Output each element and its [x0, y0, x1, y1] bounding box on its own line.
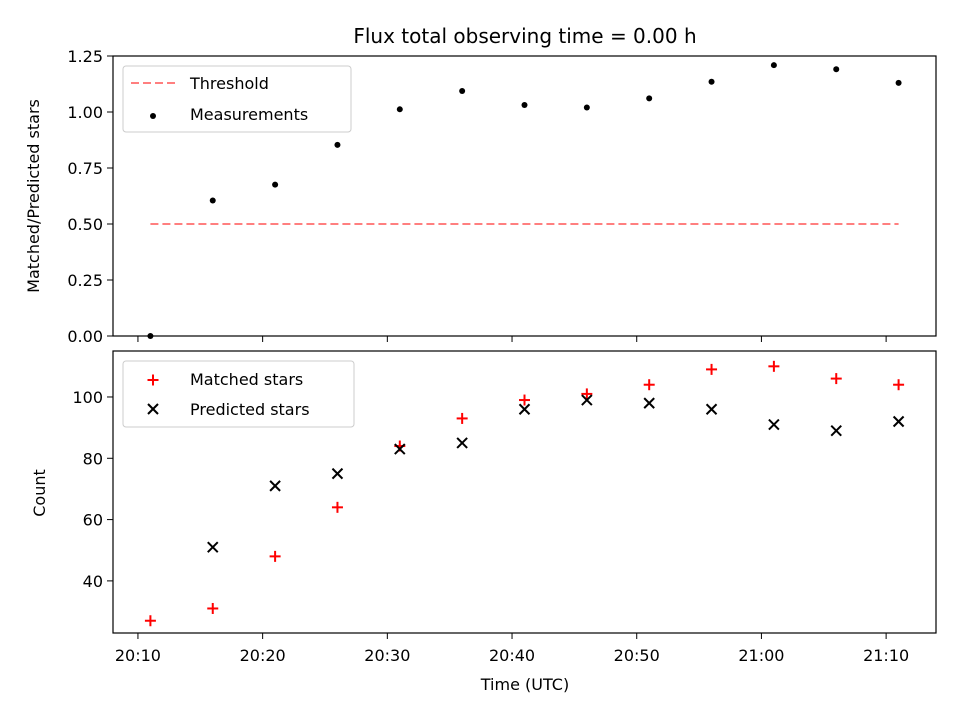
bottom-y-axis-label: Count [30, 469, 49, 517]
top-plot-area: 0.00 0.25 0.50 0.75 1.00 1.25 Matched/Predict… [24, 47, 937, 346]
predicted-star-point [643, 397, 655, 409]
x-tick-label: 21:00 [738, 646, 784, 665]
top-y-axis-label: Matched/Predicted stars [24, 99, 43, 293]
bottom-y-tick-label: 80 [83, 449, 103, 468]
predicted-star-point [331, 467, 344, 480]
x-tick-label: 20:40 [489, 646, 535, 665]
top-legend: Threshold Measurements [122, 65, 352, 133]
matched-star-point [269, 550, 281, 562]
measurement-point [521, 102, 528, 109]
matched-star-point [706, 363, 718, 375]
predicted-star-point [518, 403, 531, 415]
x-tick-label: 21:10 [863, 646, 909, 665]
measurement-point [583, 104, 590, 111]
x-tick-label: 20:10 [115, 646, 161, 665]
x-tick-label: 20:50 [614, 646, 660, 665]
predicted-star-point [581, 394, 593, 406]
top-y-tick-label: 0.25 [67, 271, 103, 290]
predicted-star-point [705, 403, 718, 415]
legend-predicted-swatch [147, 403, 159, 415]
matched-star-point [144, 615, 156, 627]
top-y-tick-label: 1.00 [67, 103, 103, 122]
legend-matched-marker [147, 374, 159, 386]
bottom-legend: Matched stars Predicted stars [122, 360, 355, 428]
legend-predicted-label: Predicted stars [190, 400, 310, 419]
top-legend-box [122, 65, 352, 133]
matched-star-point [331, 501, 343, 513]
x-axis-label: Time (UTC) [480, 675, 569, 694]
measurement-point [272, 181, 279, 188]
bottom-y-tick-label: 40 [83, 572, 103, 591]
measurement-point [646, 95, 653, 102]
measurement-point [209, 197, 216, 204]
chart-title: Flux total observing time = 0.00 h [353, 24, 696, 48]
predicted-star-point [830, 424, 842, 437]
matched-star-point [830, 373, 842, 385]
predicted-star-point [768, 418, 780, 431]
predicted-star-point [394, 443, 406, 455]
matched-star-point [456, 412, 468, 424]
bottom-plot-area: 40 60 80 100 20:10 20:20 20:30 20:40 20:50 21:00… [30, 350, 937, 694]
legend-measurements-swatch [150, 113, 156, 119]
bottom-y-tick-label: 100 [72, 388, 103, 407]
matched-stars-series [144, 360, 905, 627]
measurement-point [147, 333, 154, 339]
bottom-legend-box [122, 360, 355, 428]
top-plot-frame [112, 55, 937, 337]
legend-predicted-marker [147, 403, 159, 415]
legend-matched-label: Matched stars [190, 370, 303, 389]
predicted-star-point [892, 415, 905, 428]
predicted-star-point [207, 541, 219, 553]
top-y-tick-label: 0.75 [67, 159, 103, 178]
legend-measurements-label: Measurements [190, 105, 308, 124]
predicted-star-point [269, 480, 281, 492]
x-tick-label: 20:30 [364, 646, 410, 665]
matched-star-point [207, 602, 219, 614]
matched-star-point [581, 388, 593, 400]
predicted-stars-series [207, 394, 905, 553]
measurement-point [708, 78, 715, 85]
legend-matched-swatch [147, 374, 159, 386]
measurement-point [334, 141, 341, 148]
measurement-point [895, 79, 902, 86]
matched-star-point [768, 360, 780, 372]
predicted-star-point [456, 437, 468, 449]
top-y-tick-label: 1.25 [67, 47, 103, 66]
matched-star-point [519, 394, 530, 406]
measurement-point [833, 66, 840, 73]
matched-star-point [643, 379, 655, 391]
measurement-point [396, 106, 403, 113]
measurement-series [147, 62, 902, 339]
measurement-point [770, 62, 777, 69]
bottom-y-tick-label: 60 [83, 511, 103, 530]
x-tick-label: 20:20 [240, 646, 286, 665]
bottom-plot-frame [112, 350, 937, 634]
measurement-point [459, 87, 466, 94]
legend-threshold-label: Threshold [189, 74, 269, 93]
top-y-tick-label: 0.00 [67, 327, 103, 346]
top-y-tick-label: 0.50 [67, 215, 103, 234]
matched-star-point [893, 379, 905, 391]
